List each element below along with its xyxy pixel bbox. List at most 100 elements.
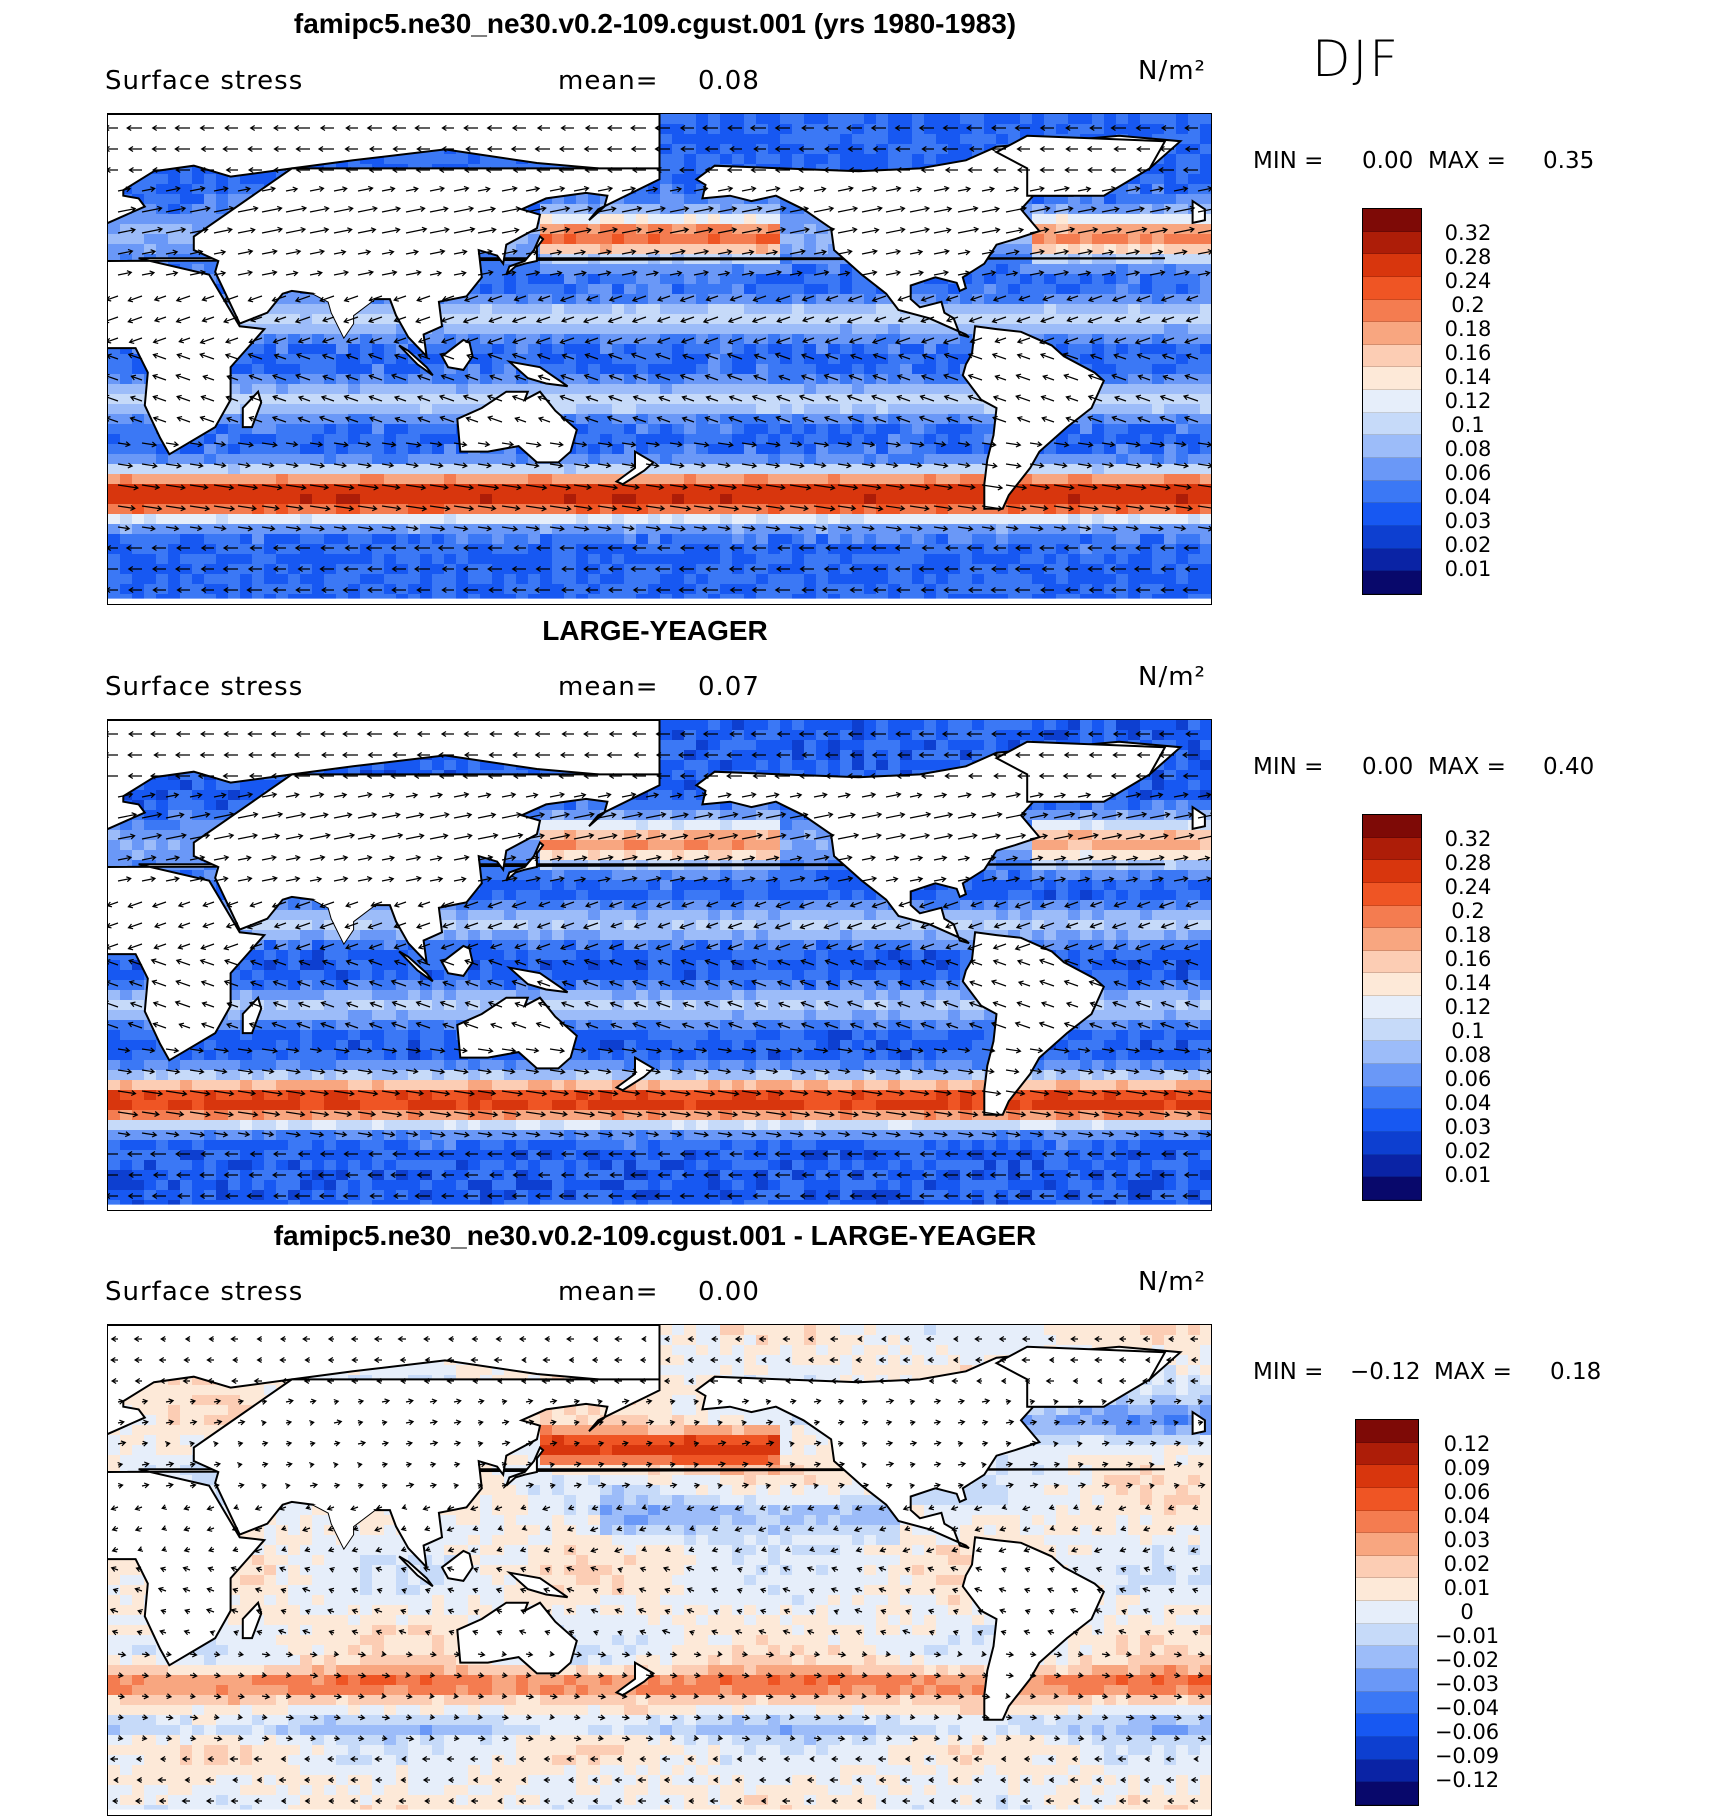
colorbar-level-label: 0.09 (1443, 1456, 1491, 1480)
land-masses (108, 1325, 1211, 1815)
landmass-asiaS (192, 167, 661, 360)
panel-2-units: N/m² (1138, 662, 1206, 692)
panel-3-title: famipc5.ne30_ne30.v0.2-109.cgust.001 - L… (273, 1220, 1037, 1251)
colorbar-level-label: 0.04 (1444, 485, 1492, 509)
panel-1-mean-value: 0.08 (698, 66, 760, 96)
colorbar-level-label: 0.16 (1444, 341, 1492, 365)
landmass-india_fix (313, 293, 375, 338)
colorbar-swatch (1356, 1646, 1418, 1670)
panel-3-mean-value: 0.00 (698, 1277, 760, 1307)
panel-3-min-label: MIN = (1253, 1359, 1324, 1385)
colorbar-swatch (1363, 503, 1421, 526)
landmass-eurasia (108, 720, 661, 830)
landmass-india_fix (313, 899, 375, 944)
colorbar-level-label: 0.12 (1444, 389, 1492, 413)
colorbar-swatch (1363, 390, 1421, 413)
landmass-ng (506, 1571, 569, 1599)
colorbar-swatch (1363, 1041, 1421, 1065)
colorbar-level-label: 0.04 (1444, 1091, 1492, 1115)
season-label: DJF (1312, 30, 1401, 88)
panel-1-map (107, 113, 1212, 605)
colorbar-swatch (1363, 928, 1421, 951)
panel-3-max-label: MAX = (1434, 1359, 1512, 1385)
colorbar-swatch (1356, 1533, 1418, 1556)
colorbar-swatch (1356, 1759, 1418, 1783)
panel-1-units: N/m² (1138, 56, 1206, 86)
colorbar-level-label: 0.12 (1443, 1432, 1491, 1456)
colorbar-swatch (1363, 837, 1421, 861)
panel-1-variable: Surface stress (105, 66, 304, 96)
colorbar-swatch (1363, 1064, 1421, 1087)
colorbar-swatch (1356, 1465, 1418, 1488)
colorbar-swatch (1363, 254, 1421, 277)
colorbar-level-label: 0.1 (1451, 1019, 1485, 1043)
panel-3-units: N/m² (1138, 1267, 1206, 1297)
landmass-nz (614, 1660, 656, 1697)
land-masses (108, 720, 1211, 1210)
colorbar-level-label: 0.04 (1443, 1504, 1491, 1528)
landmass-eurasia (108, 1325, 661, 1435)
colorbar-swatch (1356, 1714, 1418, 1737)
stress-vectors (108, 730, 1211, 1200)
panel-2-colorbar (1362, 814, 1422, 1201)
colorbar-level-label: 0.08 (1444, 437, 1492, 461)
landmass-india_fix (313, 1504, 375, 1549)
landmass-asiaS (192, 1378, 661, 1571)
landmass-sumatra (398, 1555, 434, 1588)
colorbar-swatch (1363, 1086, 1421, 1110)
colorbar-level-label: 0.12 (1444, 995, 1492, 1019)
colorbar-level-label: 0.2 (1451, 293, 1485, 317)
colorbar-level-label: 0.03 (1444, 1115, 1492, 1139)
map-svg (108, 114, 1211, 604)
colorbar-swatch (1356, 1669, 1418, 1692)
colorbar-level-label: 0.01 (1444, 557, 1492, 581)
colorbar-swatch (1363, 548, 1421, 572)
landmass-nz (614, 449, 656, 486)
panel-2-max-label: MAX = (1428, 754, 1506, 780)
colorbar-swatch (1363, 299, 1421, 323)
colorbar-swatch (1356, 1487, 1418, 1511)
colorbar-level-label: 0.03 (1444, 509, 1492, 533)
colorbar-level-label: −0.02 (1434, 1648, 1500, 1672)
colorbar-swatch (1363, 1109, 1421, 1132)
colorbar-level-label: 0.03 (1443, 1528, 1491, 1552)
landmass-samerica (961, 325, 1106, 510)
landmass-samerica (961, 931, 1106, 1116)
colorbar-swatch (1363, 571, 1421, 594)
panel-3-max-value: 0.18 (1550, 1359, 1602, 1385)
landmass-sumatra (398, 950, 434, 983)
landmass-greenland (994, 134, 1167, 197)
colorbar-level-label: −0.01 (1434, 1624, 1500, 1648)
colorbar-swatch (1363, 525, 1421, 549)
panel-1-colorbar (1362, 208, 1422, 595)
colorbar-swatch (1363, 435, 1421, 459)
colorbar-swatch (1363, 367, 1421, 391)
panel-2-min-value: 0.00 (1362, 754, 1414, 780)
colorbar-swatch (1356, 1691, 1418, 1715)
panel-3-variable: Surface stress (105, 1277, 304, 1307)
colorbar-swatch (1356, 1623, 1418, 1647)
colorbar-level-label: −0.04 (1434, 1696, 1500, 1720)
landmass-madagascar (241, 1600, 263, 1640)
landmass-africa (108, 1468, 1166, 1667)
colorbar-swatch (1363, 973, 1421, 997)
colorbar-swatch (1363, 1131, 1421, 1155)
panel-1-mean-label: mean= (558, 66, 659, 96)
colorbar-level-label: 0.18 (1444, 923, 1492, 947)
landmass-madagascar (241, 389, 263, 429)
landmass-japan (505, 1445, 545, 1487)
map-svg (108, 1325, 1211, 1815)
colorbar-level-label: 0.06 (1444, 461, 1492, 485)
stress-vectors (108, 124, 1211, 594)
colorbar-level-label: 0.01 (1443, 1576, 1491, 1600)
colorbar-level-label: 0.32 (1444, 221, 1492, 245)
landmass-eurasia (108, 114, 661, 224)
colorbar-level-label: 0.06 (1443, 1480, 1491, 1504)
panel-2-mean-value: 0.07 (698, 672, 760, 702)
colorbar-swatch (1356, 1555, 1418, 1579)
panel-2-mean-label: mean= (558, 672, 659, 702)
panel-3-map (107, 1324, 1212, 1816)
colorbar-swatch (1363, 1154, 1421, 1178)
panel-2-variable: Surface stress (105, 672, 304, 702)
landmass-borneo (440, 1549, 474, 1582)
